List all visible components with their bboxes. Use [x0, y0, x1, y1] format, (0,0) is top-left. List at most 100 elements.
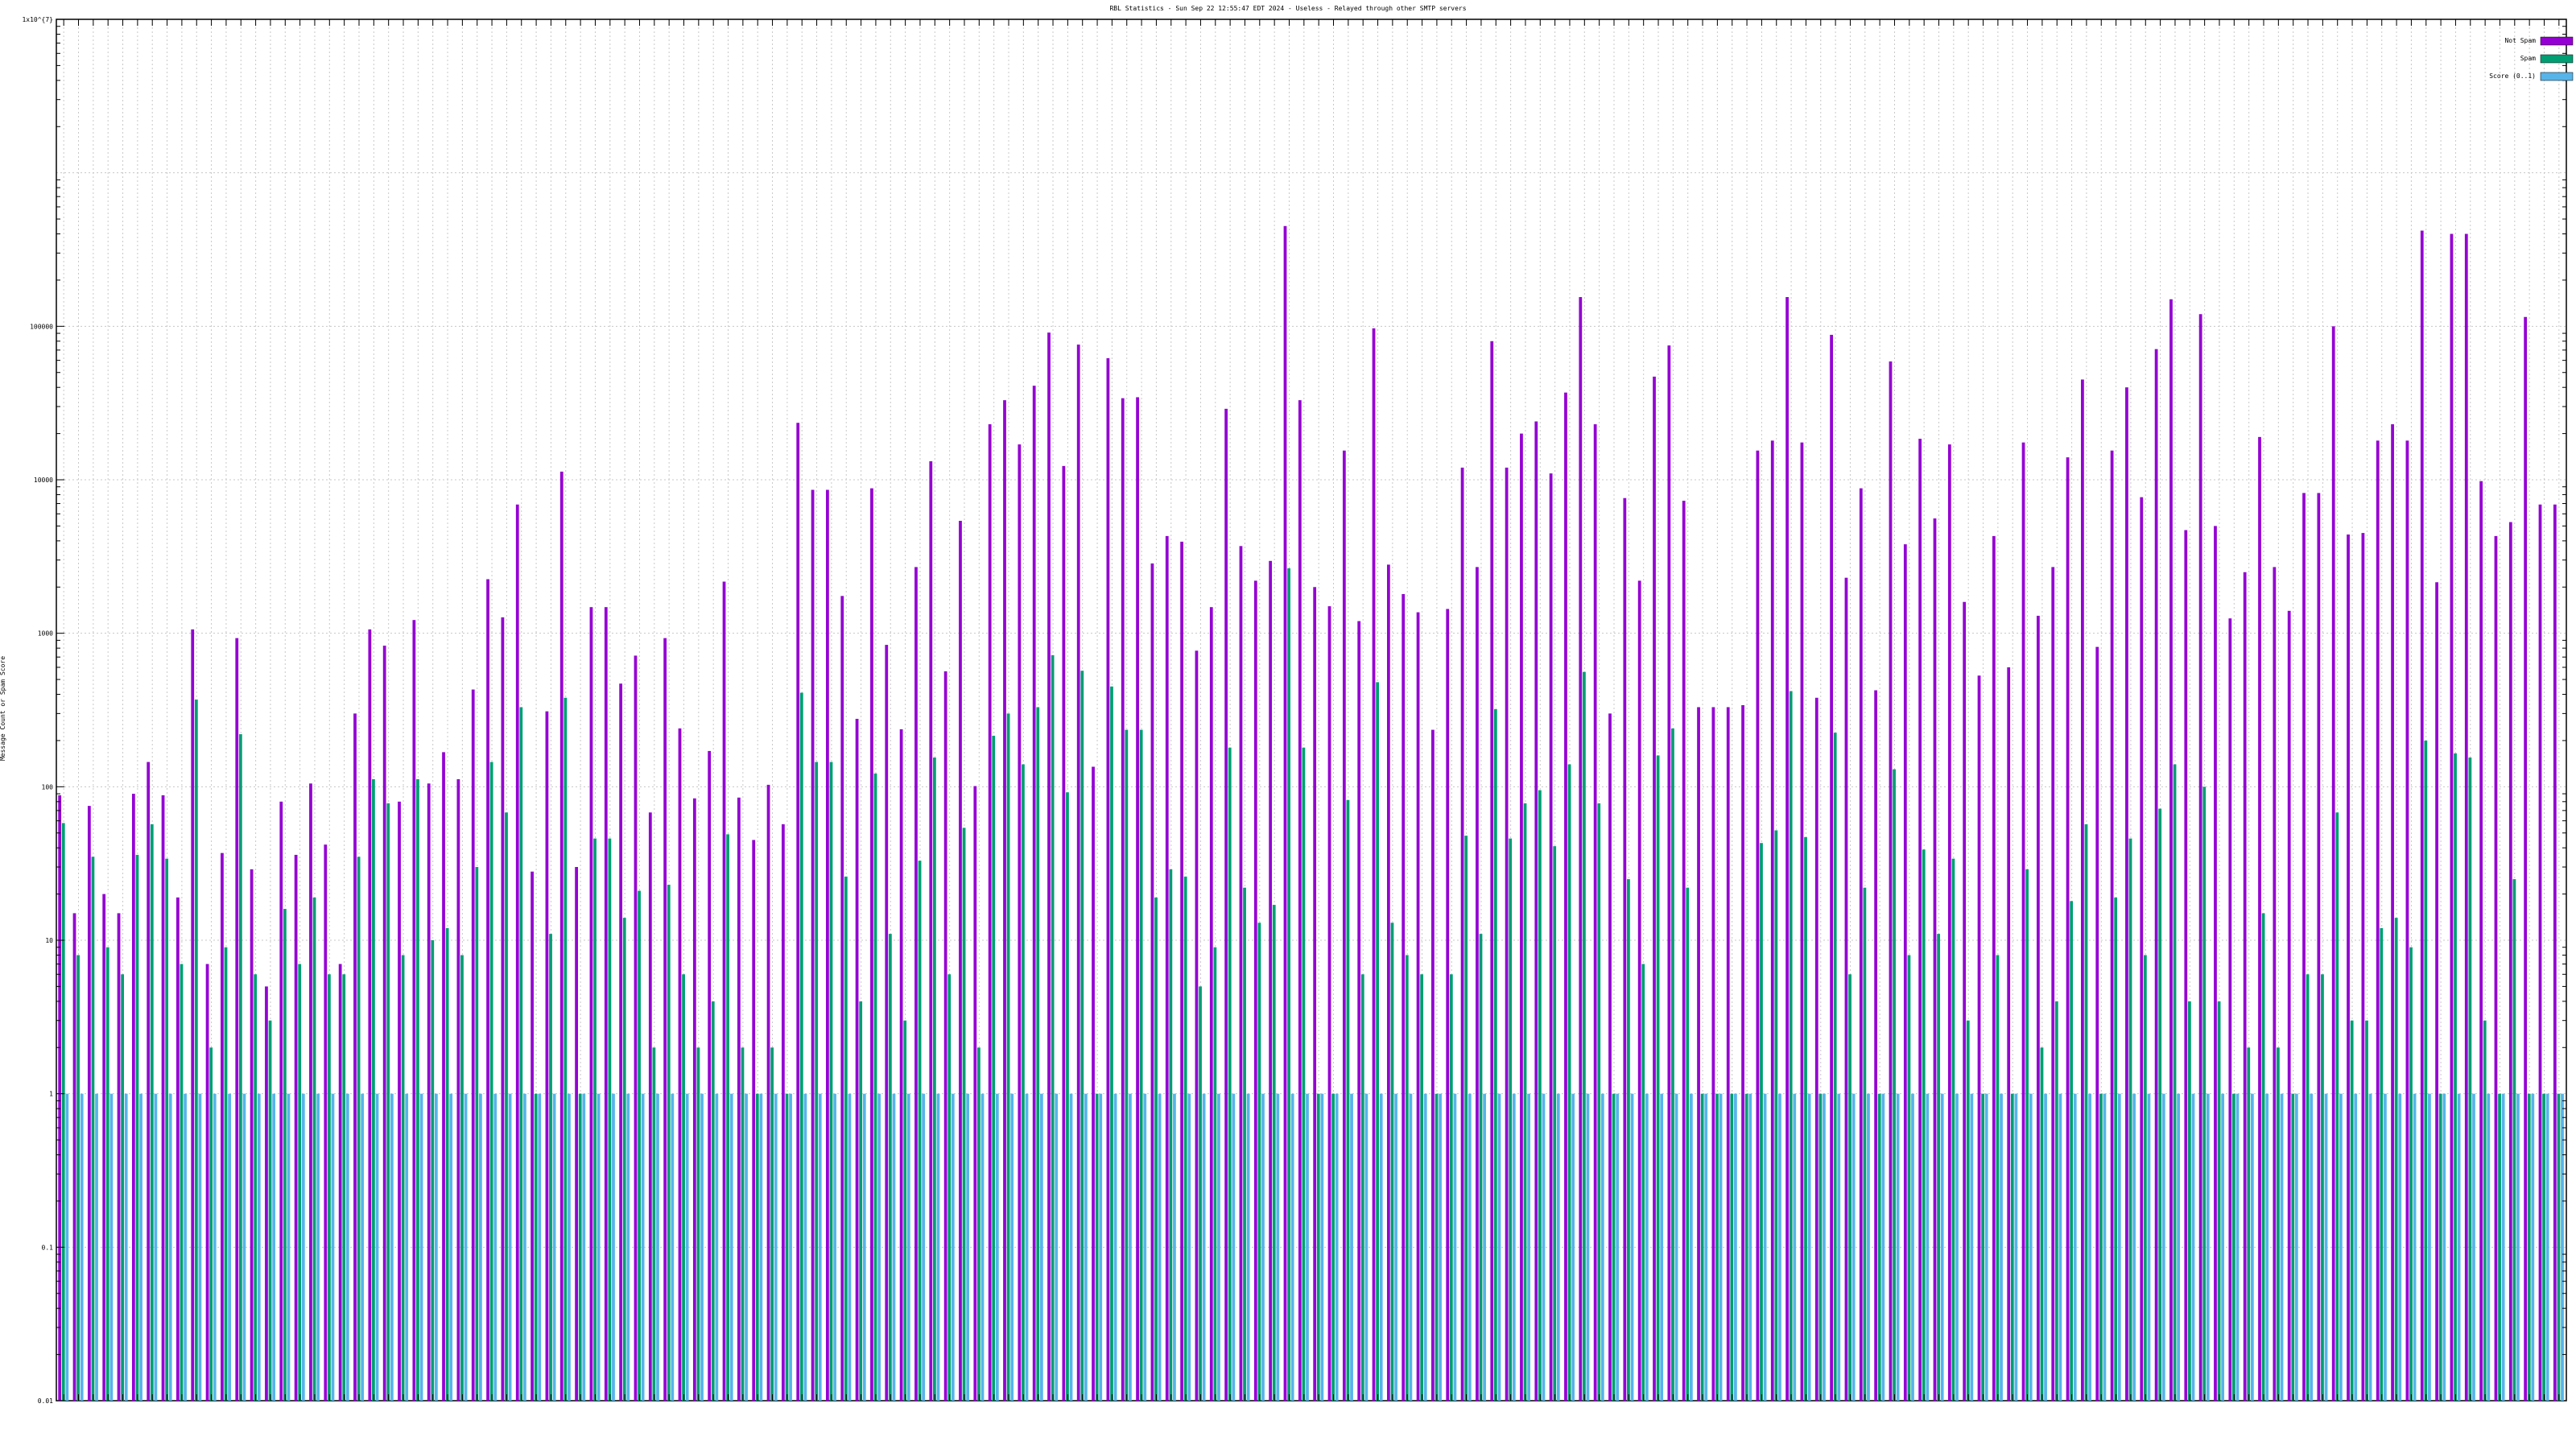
- bar-spam: [2468, 758, 2472, 1401]
- bar-not-spam: [191, 629, 195, 1401]
- bar-spam: [1981, 1093, 1984, 1401]
- bar-spam: [799, 692, 803, 1401]
- bar-not-spam: [1416, 612, 1420, 1401]
- bar-score-0-1: [331, 1093, 335, 1401]
- bar-spam: [1066, 792, 1069, 1401]
- bar-spam: [1567, 764, 1571, 1401]
- bar-not-spam: [959, 521, 962, 1401]
- bar-score-0-1: [1158, 1093, 1162, 1401]
- bar-not-spam: [294, 854, 298, 1401]
- bar-not-spam: [250, 869, 254, 1401]
- bar-score-0-1: [1645, 1093, 1649, 1401]
- bar-spam: [1036, 707, 1040, 1401]
- bar-score-0-1: [1940, 1093, 1944, 1401]
- bar-score-0-1: [1881, 1093, 1885, 1401]
- bar-not-spam: [2140, 497, 2144, 1401]
- bar-score-0-1: [1010, 1093, 1014, 1401]
- bar-score-0-1: [2472, 1093, 2475, 1401]
- bar-not-spam: [1150, 563, 1154, 1402]
- bar-not-spam: [826, 489, 829, 1401]
- bar-spam: [2365, 1020, 2368, 1401]
- bar-not-spam: [1844, 577, 1848, 1401]
- bar-not-spam: [2258, 436, 2261, 1401]
- bar-spam: [1080, 671, 1084, 1401]
- bar-score-0-1: [1350, 1093, 1353, 1401]
- bar-score-0-1: [1571, 1093, 1575, 1401]
- bar-spam: [460, 955, 464, 1401]
- bar-spam: [638, 890, 641, 1401]
- bar-spam: [1435, 1093, 1439, 1401]
- bar-not-spam: [1918, 439, 1922, 1401]
- bar-score-0-1: [626, 1093, 630, 1401]
- bar-score-0-1: [1364, 1093, 1368, 1401]
- bar-score-0-1: [1734, 1093, 1737, 1401]
- bar-score-0-1: [109, 1093, 114, 1401]
- bar-not-spam: [589, 607, 593, 1401]
- bar-score-0-1: [2516, 1093, 2520, 1401]
- bar-score-0-1: [2000, 1093, 2003, 1401]
- bar-spam: [328, 974, 331, 1401]
- bar-score-0-1: [198, 1093, 202, 1401]
- bar-spam: [2277, 1047, 2280, 1401]
- bar-spam: [903, 1020, 907, 1401]
- bar-spam: [593, 838, 597, 1401]
- bar-score-0-1: [139, 1093, 142, 1401]
- bar-score-0-1: [1246, 1093, 1250, 1401]
- bar-score-0-1: [1542, 1093, 1546, 1401]
- bar-score-0-1: [980, 1093, 985, 1401]
- bar-spam: [1125, 729, 1129, 1401]
- bar-not-spam: [766, 784, 770, 1401]
- bar-score-0-1: [124, 1093, 128, 1401]
- bar-not-spam: [943, 671, 947, 1401]
- bar-score-0-1: [1556, 1093, 1560, 1401]
- bar-score-0-1: [2310, 1093, 2314, 1401]
- bar-not-spam: [1372, 328, 1376, 1401]
- bar-spam: [1169, 869, 1173, 1401]
- y-axis-ticks: 1x10^{7} 100000 10000 1000 100 10 1 0.1 0.01: [22, 16, 2566, 1405]
- bar-not-spam: [515, 504, 519, 1401]
- bar-spam: [1907, 955, 1911, 1401]
- legend: Not Spam Spam Score (0..1): [2489, 36, 2574, 81]
- bar-not-spam: [1534, 421, 1538, 1401]
- bar-score-0-1: [242, 1093, 246, 1401]
- bar-not-spam: [2169, 299, 2173, 1401]
- bar-spam: [2232, 1093, 2235, 1401]
- bar-spam: [2438, 1093, 2442, 1401]
- bar-not-spam: [973, 786, 977, 1401]
- bar-spam: [2291, 1093, 2295, 1401]
- bar-spam: [312, 897, 316, 1401]
- bar-not-spam: [2464, 233, 2468, 1401]
- bar-not-spam: [1520, 433, 1523, 1401]
- bar-spam: [1493, 709, 1497, 1401]
- bar-spam: [2350, 1020, 2354, 1401]
- bar-score-0-1: [2191, 1093, 2195, 1401]
- bar-not-spam: [1032, 386, 1036, 1401]
- bar-score-0-1: [803, 1093, 807, 1401]
- bar-score-0-1: [1025, 1093, 1029, 1401]
- bar-spam: [2247, 1047, 2251, 1401]
- bar-spam: [2454, 753, 2457, 1401]
- bar-score-0-1: [2354, 1093, 2358, 1401]
- bar-not-spam: [1830, 334, 1833, 1401]
- bar-not-spam: [663, 638, 667, 1401]
- bar-spam: [549, 934, 552, 1401]
- bar-not-spam: [782, 824, 785, 1401]
- bar-spam: [1360, 974, 1364, 1401]
- bar-not-spam: [1298, 400, 1302, 1401]
- bar-score-0-1: [1084, 1093, 1088, 1401]
- bar-spam: [1390, 923, 1394, 1401]
- bar-not-spam: [1195, 650, 1199, 1401]
- bar-score-0-1: [906, 1093, 910, 1401]
- bar-score-0-1: [1423, 1093, 1427, 1401]
- bar-spam: [2394, 918, 2398, 1401]
- bar-score-0-1: [656, 1093, 659, 1401]
- bar-not-spam: [1476, 567, 1479, 1402]
- bar-spam: [61, 823, 65, 1401]
- bar-not-spam: [2184, 530, 2188, 1401]
- bar-spam: [342, 974, 346, 1401]
- bar-not-spam: [811, 489, 815, 1401]
- bar-score-0-1: [612, 1093, 615, 1401]
- bar-spam: [992, 735, 996, 1401]
- bar-spam: [564, 697, 568, 1401]
- bar-spam: [2380, 927, 2384, 1401]
